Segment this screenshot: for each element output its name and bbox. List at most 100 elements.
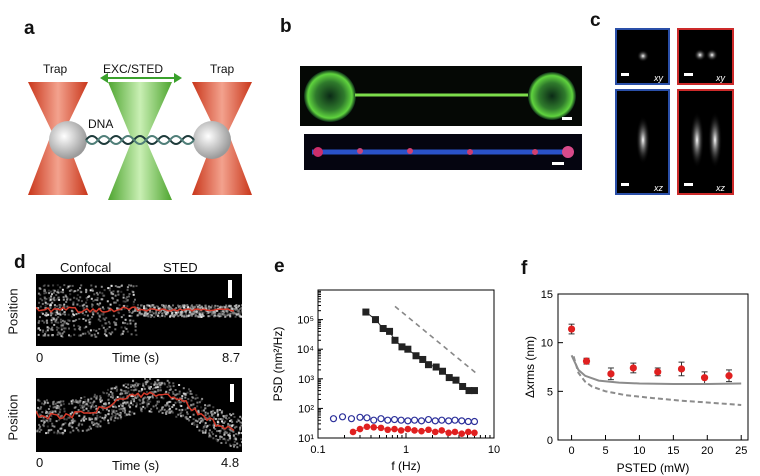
- e-point: [363, 414, 371, 422]
- bead-right: [193, 121, 231, 159]
- panel-c-psf-images: [615, 28, 734, 195]
- f-point: [567, 325, 576, 333]
- f-series-1: [570, 354, 742, 385]
- e-point: [391, 425, 398, 433]
- panel-b-letter: b: [280, 16, 292, 37]
- e-point: [386, 327, 394, 335]
- chart-f: 0 5 10 15 20 25 0 5 10 15 PSTED (mW) Δxrms (nm): [524, 289, 749, 475]
- psf-sted-xz: [677, 89, 734, 195]
- e-point: [384, 416, 392, 424]
- e-point: [465, 387, 473, 395]
- e-point: [397, 416, 405, 424]
- f-ylabel: Δxrms (nm): [524, 336, 537, 398]
- e-point: [370, 423, 378, 431]
- e-point: [329, 415, 338, 423]
- e-xtick-label: 1: [403, 444, 409, 456]
- e-ytick-label: 10²: [298, 403, 314, 415]
- f-xtick-label: 20: [701, 445, 713, 457]
- e-point: [356, 413, 364, 421]
- exc-sted-label: EXC/STED: [103, 62, 164, 76]
- e-point: [445, 374, 453, 382]
- e-point: [424, 361, 432, 369]
- e-point: [412, 352, 420, 360]
- f-point: [582, 357, 591, 365]
- e-point: [397, 427, 405, 434]
- e-point: [363, 423, 371, 431]
- f-xtick-label: 25: [735, 445, 747, 457]
- f-ytick-label: 0: [547, 435, 553, 447]
- e-point: [445, 429, 452, 437]
- e-point: [451, 428, 459, 436]
- d-tmin-top: 0: [36, 350, 44, 365]
- f-ytick-label: 15: [541, 289, 553, 301]
- scale-bar-b1: [562, 117, 572, 120]
- dna-label: DNA: [88, 117, 114, 131]
- panel-b-images: [300, 66, 582, 170]
- e-point: [425, 426, 432, 434]
- d-tmax-top: 8.7: [222, 350, 241, 365]
- e-ytick-label: 10⁴: [297, 344, 314, 356]
- e-series-3: [394, 305, 477, 374]
- e-point: [439, 367, 447, 375]
- e-xtick-label: 10: [488, 444, 500, 456]
- panel-c-letter: c: [590, 10, 601, 31]
- d-xlabel-top: Time (s): [112, 350, 160, 365]
- trap-right-label: Trap: [210, 62, 235, 76]
- e-point: [418, 427, 425, 435]
- f-xtick-label: 5: [602, 445, 608, 457]
- panel-d-letter: d: [14, 252, 26, 273]
- panel-a-letter: a: [24, 18, 35, 39]
- e-xlabel: f (Hz): [391, 459, 420, 473]
- f-xtick-label: 10: [633, 445, 645, 457]
- e-ylabel: PSD (nm²/Hz): [271, 327, 285, 402]
- panel-e-letter: e: [274, 256, 285, 277]
- e-point: [410, 416, 419, 424]
- c-xz2-label: xz: [716, 183, 725, 193]
- f-ytick-label: 5: [547, 386, 553, 398]
- trap-left-label: Trap: [43, 62, 68, 76]
- e-point: [377, 424, 385, 432]
- panel-f-letter: f: [521, 258, 528, 279]
- c-xz1-label: xz: [654, 183, 663, 193]
- kymograph-bottom: [36, 378, 242, 452]
- e-point: [379, 325, 387, 333]
- d-tmin-bottom: 0: [36, 455, 44, 470]
- c-xy1-label: xy: [654, 73, 663, 83]
- e-point: [471, 429, 478, 437]
- e-point: [419, 355, 427, 363]
- e-point: [390, 415, 399, 424]
- f-point: [607, 370, 615, 378]
- e-series-line: [394, 305, 477, 374]
- f-point: [700, 374, 709, 382]
- d-xlabel-bottom: Time (s): [112, 458, 160, 473]
- f-point: [629, 364, 637, 372]
- f-xlabel: PSTED (mW): [617, 461, 690, 475]
- e-point: [338, 413, 347, 421]
- kymograph-top: [36, 274, 242, 346]
- f-series-line: [572, 356, 742, 406]
- e-point: [349, 428, 357, 436]
- e-point: [384, 426, 392, 434]
- e-point: [398, 343, 406, 351]
- sted-label: STED: [163, 260, 198, 275]
- panel-a-schematic: [28, 73, 252, 200]
- e-point: [458, 430, 466, 437]
- e-point: [470, 387, 478, 395]
- f-series-line: [570, 354, 742, 385]
- e-point: [431, 428, 439, 436]
- e-series-2: [349, 423, 478, 437]
- e-point: [371, 316, 379, 324]
- f-point: [725, 372, 733, 380]
- e-point: [432, 363, 440, 371]
- f-series-0: [567, 323, 733, 385]
- e-ytick-label: 10³: [298, 374, 314, 386]
- e-point: [404, 417, 412, 425]
- e-point: [370, 416, 378, 424]
- f-xtick-label: 15: [667, 445, 679, 457]
- confocal-label: Confocal: [60, 260, 112, 275]
- chart-e: 0.1 1 10 10¹ 10² 10³ 10⁴ 10⁵ f (Hz) PSD (nm²/Hz): [271, 289, 500, 473]
- e-point: [347, 415, 356, 423]
- f-ytick-label: 10: [541, 338, 553, 350]
- e-point: [464, 428, 472, 436]
- dna-strand: [85, 135, 195, 145]
